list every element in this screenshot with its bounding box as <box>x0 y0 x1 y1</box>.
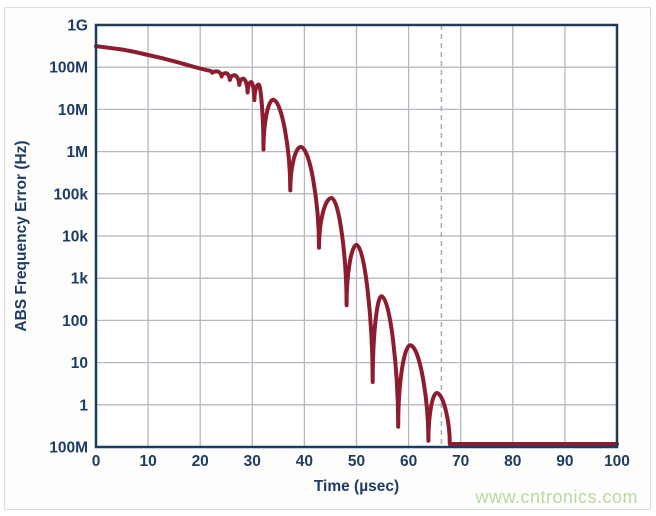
svg-text:100: 100 <box>604 453 630 470</box>
svg-text:20: 20 <box>192 453 209 470</box>
svg-text:1M: 1M <box>66 144 88 161</box>
svg-text:70: 70 <box>452 453 469 470</box>
svg-text:100: 100 <box>62 313 88 330</box>
svg-text:10: 10 <box>71 355 88 372</box>
frequency-error-curve <box>94 44 619 446</box>
svg-text:100k: 100k <box>54 186 89 203</box>
svg-text:100M: 100M <box>49 440 88 457</box>
svg-text:1G: 1G <box>67 18 88 35</box>
x-axis-title: Time (µsec) <box>313 478 400 495</box>
plot-frame <box>94 23 619 449</box>
svg-text:40: 40 <box>296 453 313 470</box>
svg-text:0: 0 <box>92 453 101 470</box>
svg-text:80: 80 <box>504 453 521 470</box>
y-axis-title: ABS Frequency Error (Hz) <box>13 140 30 332</box>
svg-text:100M: 100M <box>49 60 88 77</box>
svg-text:50: 50 <box>348 453 365 470</box>
y-tick-labels: 1G 100M 10M 1M 100k 10k 1k 100 10 1 100M <box>49 18 88 457</box>
svg-text:90: 90 <box>556 453 573 470</box>
svg-text:10: 10 <box>139 453 156 470</box>
svg-text:10k: 10k <box>62 229 88 246</box>
svg-text:10M: 10M <box>58 102 88 119</box>
svg-text:1k: 1k <box>71 271 89 288</box>
svg-text:30: 30 <box>244 453 261 470</box>
grid-lines <box>96 25 617 447</box>
svg-text:60: 60 <box>400 453 417 470</box>
svg-text:1: 1 <box>79 397 88 414</box>
watermark: www.cntronics.com <box>475 487 638 507</box>
x-tick-labels: 0 10 20 30 40 50 60 70 80 90 100 <box>92 453 630 470</box>
